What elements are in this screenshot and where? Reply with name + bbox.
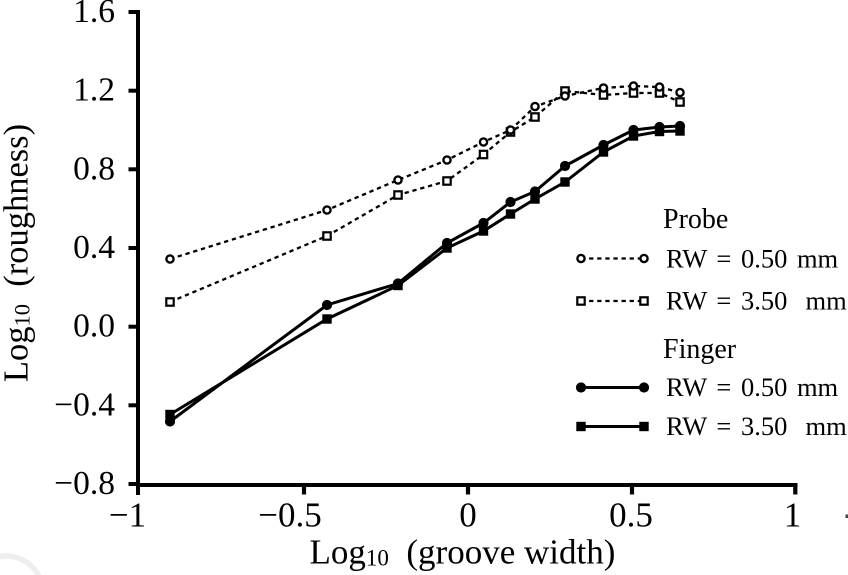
svg-text:1: 1 — [784, 496, 802, 535]
svg-text:0.5: 0.5 — [609, 496, 653, 535]
svg-text:0.0: 0.0 — [73, 308, 115, 345]
svg-text:−0.5: −0.5 — [258, 496, 322, 535]
svg-text:Probe: Probe — [663, 204, 728, 235]
svg-text:1.2: 1.2 — [73, 72, 115, 109]
svg-text:Finger: Finger — [663, 334, 737, 365]
svg-text:0: 0 — [459, 496, 477, 535]
svg-text:0.4: 0.4 — [73, 229, 115, 266]
svg-text:−1: −1 — [109, 496, 146, 535]
svg-text:RW = 3.50 mm: RW = 3.50 mm — [666, 286, 847, 316]
svg-text:RW = 0.50 mm: RW = 0.50 mm — [666, 244, 839, 274]
svg-text:RW = 0.50 mm: RW = 0.50 mm — [666, 372, 839, 402]
svg-text:−0.4: −0.4 — [54, 386, 115, 423]
svg-text:RW = 3.50 mm: RW = 3.50 mm — [666, 411, 847, 441]
svg-text:−0.8: −0.8 — [54, 465, 115, 502]
svg-text:Log10 (groove width): Log10 (groove width) — [310, 533, 616, 572]
svg-text:Log10 (roughness): Log10 (roughness) — [0, 124, 36, 382]
svg-text:1.6: 1.6 — [73, 0, 115, 30]
svg-text:0.8: 0.8 — [73, 150, 115, 187]
